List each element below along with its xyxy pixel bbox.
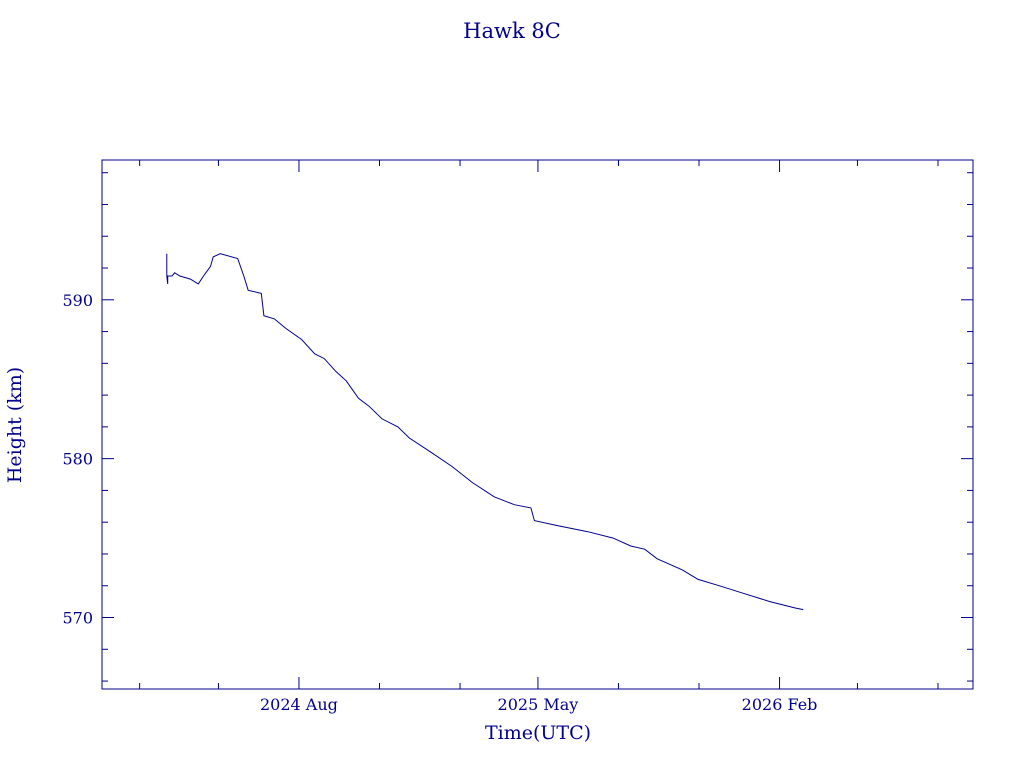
x-tick-label: 2024 Aug: [260, 695, 338, 714]
x-axis-label: Time(UTC): [485, 722, 591, 744]
series-line: [166, 253, 804, 611]
plot-frame: [101, 159, 974, 690]
x-tick-labels: 2024 Aug 2025 May 2026 Feb: [260, 695, 817, 714]
chart-title: Hawk 8C: [463, 19, 561, 43]
x-tick-label: 2026 Feb: [742, 695, 818, 714]
y-tick-labels: 570 580 590: [62, 291, 93, 628]
y-tick-label: 580: [62, 450, 93, 469]
x-tick-label: 2025 May: [498, 695, 579, 714]
axis-ticks: [102, 160, 973, 689]
y-axis-label: Height (km): [4, 367, 26, 483]
y-tick-label: 590: [62, 291, 93, 310]
y-tick-label: 570: [62, 609, 93, 628]
